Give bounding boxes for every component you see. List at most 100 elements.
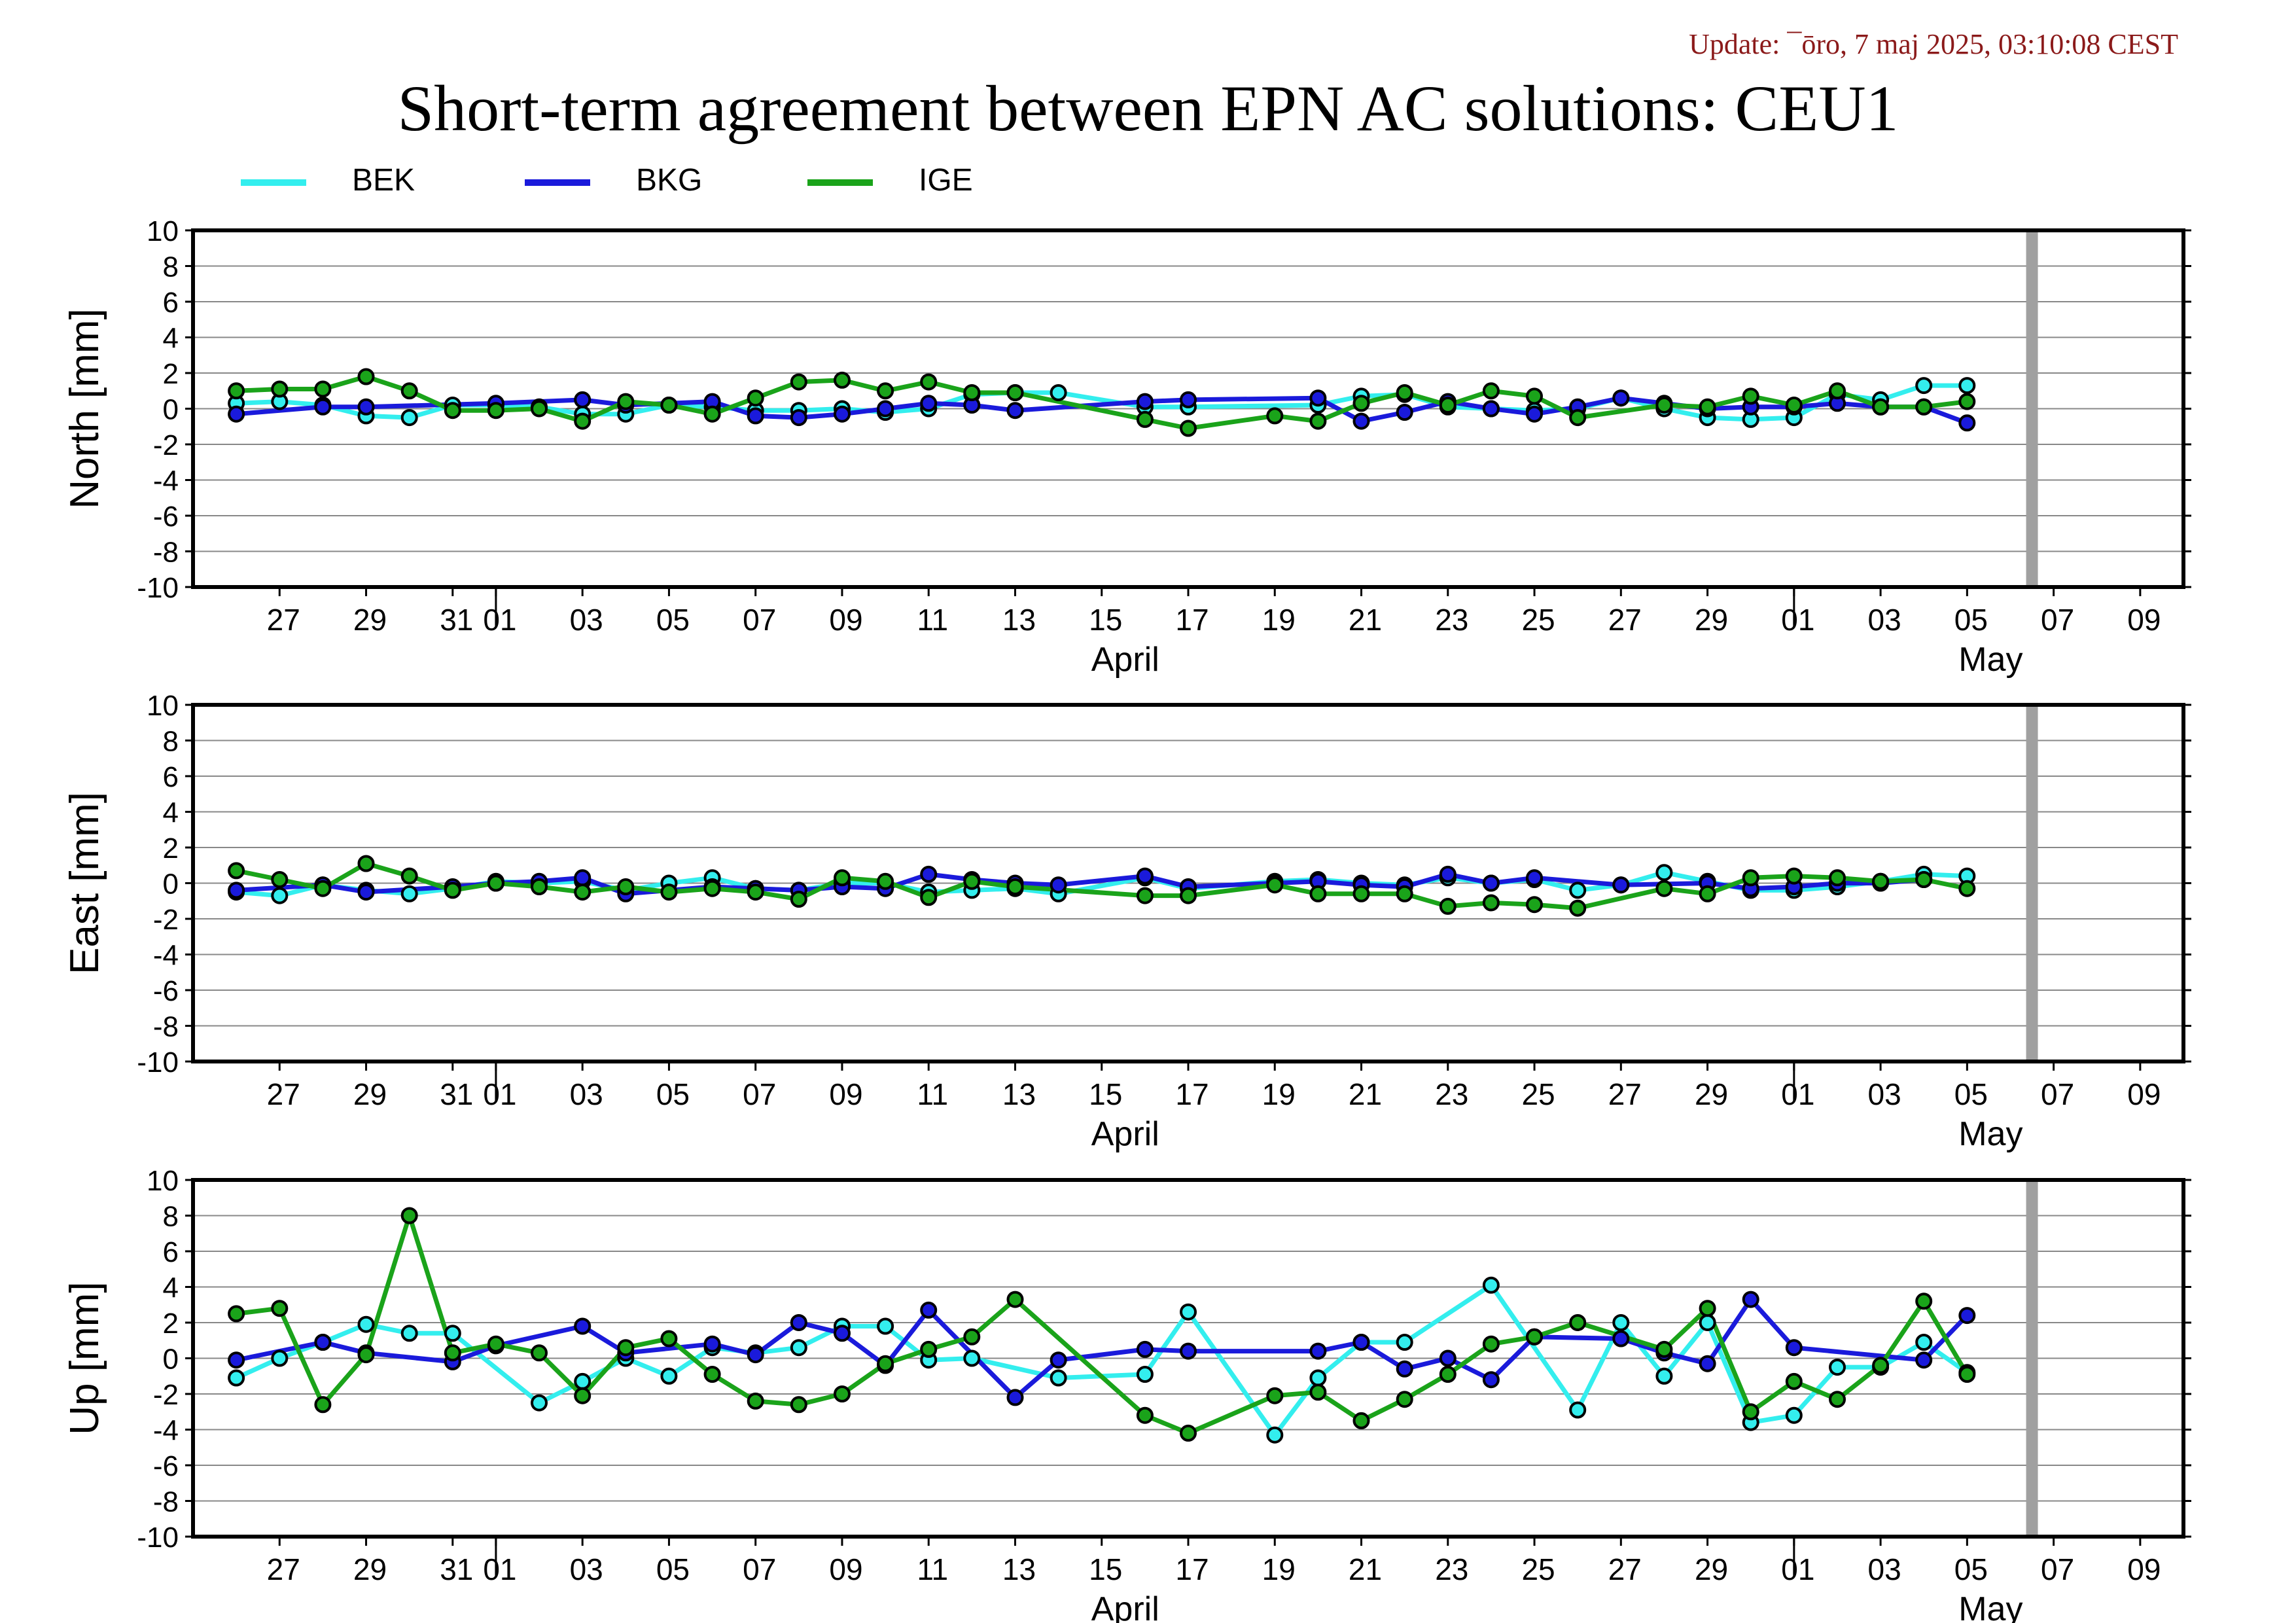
x-tick-label: 05 xyxy=(1954,1077,1988,1111)
y-tick-label: -8 xyxy=(153,1486,179,1518)
x-tick-label: 01 xyxy=(483,1552,516,1586)
data-point-ige xyxy=(1439,397,1457,414)
x-tick-label: 21 xyxy=(1349,1552,1382,1586)
y-tick-label: -2 xyxy=(153,1379,179,1411)
data-point-ige xyxy=(747,389,764,407)
panel-up: 10 86 4 2 0-2 -4-6 -8 -10 27 29 31 01 03 05 07 09 11 13 15… xyxy=(62,1165,2191,1623)
data-point-ige xyxy=(1396,885,1413,902)
data-point-ige xyxy=(1829,382,1846,400)
data-point-ige xyxy=(617,878,635,895)
data-point-ige xyxy=(1569,409,1587,427)
legend-swatch-ige xyxy=(807,179,873,186)
data-point-bek xyxy=(963,1349,981,1367)
data-point-bek xyxy=(1180,1303,1197,1321)
y-tick-label: -10 xyxy=(137,1046,179,1079)
x-tick-label: 07 xyxy=(2041,603,2074,637)
panel-east: 10 86 420-2 -4-6 -8-10 27 29 31 01 03 05 07 09 11 13 15… xyxy=(62,690,2191,1153)
x-tick-label: 27 xyxy=(1608,1552,1642,1586)
x-tick-label: 27 xyxy=(267,1552,300,1586)
data-point-bkg xyxy=(357,883,375,901)
legend-label-ige: IGE xyxy=(919,163,973,198)
data-point-ige xyxy=(1526,387,1543,405)
y-tick-label: -2 xyxy=(153,904,179,936)
data-point-ige xyxy=(400,1207,418,1224)
data-point-ige xyxy=(1136,1406,1154,1424)
x-tick-label: 27 xyxy=(1608,1077,1642,1111)
y-tick-label: -4 xyxy=(153,465,179,497)
data-point-ige xyxy=(228,382,245,400)
data-point-bek xyxy=(1569,882,1587,899)
y-tick-label: 8 xyxy=(163,1201,179,1233)
x-tick-label: 09 xyxy=(829,1552,862,1586)
legend-label-bek: BEK xyxy=(352,163,415,198)
data-point-bkg xyxy=(1309,1342,1327,1360)
update-timestamp: Update: ¯ōro, 7 maj 2025, 03:10:08 CEST xyxy=(1689,28,2178,60)
data-point-ige xyxy=(877,382,894,400)
y-tick-label: -4 xyxy=(153,940,179,972)
data-point-ige xyxy=(1352,885,1370,902)
x-tick-label: 03 xyxy=(570,603,603,637)
x-tick-label: 21 xyxy=(1349,1077,1382,1111)
y-axis-label: Up [mm] xyxy=(62,1281,107,1435)
data-point-bek xyxy=(1309,1369,1327,1387)
data-point-ige xyxy=(660,397,678,414)
data-point-ige xyxy=(1136,887,1154,904)
data-point-bkg xyxy=(1439,1349,1457,1367)
data-point-ige xyxy=(747,1392,764,1410)
data-point-ige xyxy=(1526,896,1543,914)
month-label: May xyxy=(1958,1590,2022,1623)
data-point-bkg xyxy=(574,869,592,887)
data-point-ige xyxy=(314,380,332,398)
data-point-ige xyxy=(1742,387,1759,405)
data-point-bkg xyxy=(790,409,807,427)
data-point-bkg xyxy=(1482,400,1500,418)
x-tick-label: 09 xyxy=(829,603,862,637)
data-point-bek xyxy=(400,409,418,427)
data-point-ige xyxy=(1352,1412,1370,1429)
data-point-ige xyxy=(1829,1391,1846,1408)
data-point-ige xyxy=(877,872,894,890)
x-tick-label: 27 xyxy=(1608,603,1642,637)
x-tick-label: 29 xyxy=(353,603,387,637)
data-point-ige xyxy=(1785,1372,1803,1390)
y-tick-label: 4 xyxy=(163,1272,179,1304)
data-point-ige xyxy=(1785,397,1803,414)
data-point-ige xyxy=(357,1346,375,1364)
data-point-ige xyxy=(487,402,504,419)
x-tick-label: 01 xyxy=(1781,1077,1814,1111)
data-point-ige xyxy=(1006,384,1024,401)
data-point-ige xyxy=(1958,880,1976,897)
data-point-bkg xyxy=(920,1301,938,1319)
y-tick-label: 2 xyxy=(163,358,179,390)
y-tick-label: -10 xyxy=(137,572,179,604)
data-point-ige xyxy=(703,880,721,897)
data-point-ige xyxy=(834,869,851,887)
x-tick-label: 29 xyxy=(1695,1552,1728,1586)
x-tick-label: 11 xyxy=(917,1552,948,1586)
data-point-ige xyxy=(1396,384,1413,401)
data-point-bkg xyxy=(1482,1371,1500,1389)
data-point-ige xyxy=(1180,1424,1197,1442)
x-tick-label: 05 xyxy=(1954,603,1988,637)
data-point-bkg xyxy=(1180,391,1197,408)
y-tick-label: 2 xyxy=(163,1308,179,1340)
data-point-ige xyxy=(1569,899,1587,917)
y-tick-label: 10 xyxy=(147,690,179,722)
data-point-ige xyxy=(228,862,245,880)
panel-north: 10 8 6 42 0-2 -4 -6 -8-10 27 29 31 01 03 05 07 09 11 13 15… xyxy=(62,215,2191,679)
x-tick-label: 31 xyxy=(440,1077,473,1111)
data-point-ige xyxy=(1526,1328,1543,1346)
x-tick-label: 01 xyxy=(483,1077,516,1111)
data-point-ige xyxy=(790,1396,807,1414)
data-point-bkg xyxy=(834,1325,851,1342)
data-point-ige xyxy=(963,1328,981,1346)
data-point-ige xyxy=(271,1300,289,1317)
data-point-bkg xyxy=(790,1314,807,1331)
data-point-ige xyxy=(400,867,418,885)
chart-title: Short-term agreement between EPN AC solu… xyxy=(397,72,1899,145)
data-point-bkg xyxy=(1958,1307,1976,1325)
x-tick-label: 23 xyxy=(1435,1552,1468,1586)
y-tick-label: -6 xyxy=(153,975,179,1007)
data-point-ige xyxy=(314,880,332,897)
data-point-bkg xyxy=(1309,389,1327,407)
